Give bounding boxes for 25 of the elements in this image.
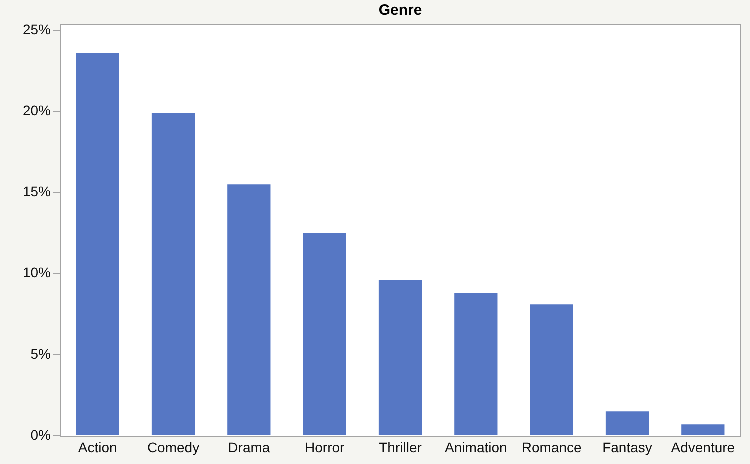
x-tick-label: Fantasy — [602, 439, 652, 456]
bar — [378, 280, 422, 436]
y-tick-label: 20% — [22, 102, 51, 118]
bar — [454, 293, 498, 436]
bar — [303, 233, 346, 436]
y-tick-label: 0% — [30, 426, 51, 443]
x-tick-label: Comedy — [147, 439, 200, 456]
x-tick-label: Thriller — [379, 439, 422, 456]
y-tick-label: 25% — [22, 21, 51, 38]
y-tick-label: 15% — [22, 184, 51, 200]
bar — [228, 184, 271, 436]
bar — [606, 412, 650, 436]
bar — [76, 53, 120, 436]
x-tick-label: Romance — [522, 439, 582, 456]
chart-title: Genre — [378, 2, 422, 20]
y-tick-label: 5% — [30, 346, 51, 362]
x-tick-label: Adventure — [671, 439, 736, 456]
x-tick-label: Horror — [304, 439, 346, 456]
y-tick-label: 10% — [22, 264, 51, 281]
x-tick-label: Animation — [445, 439, 508, 456]
x-tick-label: Drama — [228, 439, 270, 456]
bar — [530, 304, 574, 436]
x-tick-label: Action — [78, 439, 118, 456]
bar — [152, 113, 196, 436]
bar — [682, 424, 725, 436]
